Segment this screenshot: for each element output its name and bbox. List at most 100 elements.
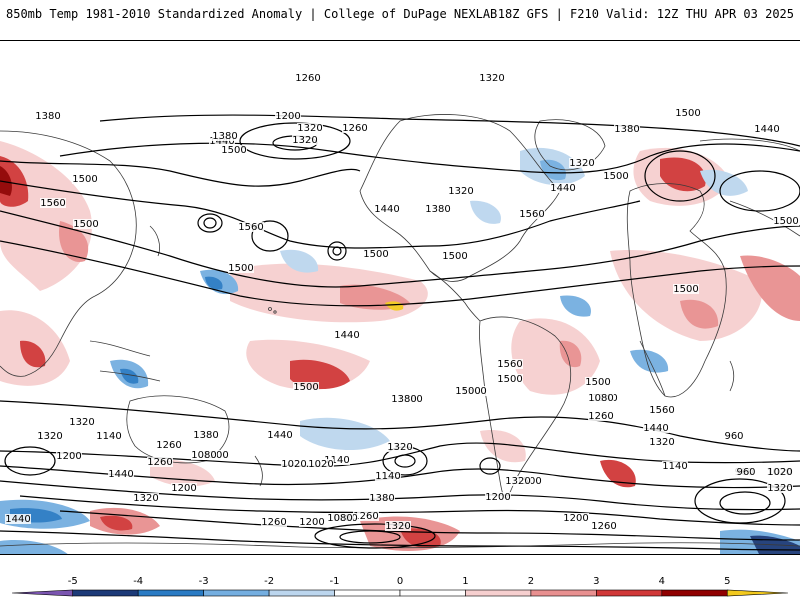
contour-label: 1440 [108, 469, 133, 480]
contour-label: 1500 [497, 374, 522, 385]
contour-label: 1200 [563, 513, 588, 524]
contour-label: 1500 [221, 145, 246, 156]
contour-label-bg [649, 437, 675, 447]
contour-label: 1440 [334, 330, 359, 341]
contour-label: 1500 [293, 382, 318, 393]
contour-label-bg [353, 511, 379, 521]
contour-label: 1140 [375, 471, 400, 482]
contour-label-bg [550, 183, 576, 193]
contour-label: 1500 [773, 216, 798, 227]
contour-label-bg [448, 186, 474, 196]
contour-label-bg [479, 73, 505, 83]
contour-label-bg [455, 386, 481, 396]
colorbar-segment [530, 589, 597, 597]
contour-label: 1440 [643, 423, 668, 434]
colorbar-segment [137, 589, 204, 597]
contour-label: 1500 [228, 263, 253, 274]
contour-label: 1440 [5, 514, 30, 525]
contour-label: 1500 [363, 249, 388, 260]
colorbar-segment [399, 589, 466, 597]
contour-label: 1260 [147, 457, 172, 468]
contour-label-bg [369, 493, 395, 503]
contour-label: 1500 [603, 171, 628, 182]
contour-label: 1320 [505, 476, 530, 487]
contour-label-bg [238, 222, 264, 232]
contour-label-bg [588, 393, 614, 403]
contour-label: 1080 [327, 513, 352, 524]
colorbar-tick-label: -5 [68, 576, 78, 587]
contour-label-bg [649, 405, 675, 415]
contour-label: 1200 [56, 451, 81, 462]
colorbar-tick-label: -2 [264, 576, 274, 587]
contour-label-bg [767, 483, 793, 493]
contour-label: 1140 [324, 455, 349, 466]
contour-label: 1500 [585, 377, 610, 388]
contour-label-bg [171, 483, 197, 493]
contour-label: 1020 [281, 459, 306, 470]
contour-label-bg [505, 476, 531, 486]
contour-label-bg [5, 514, 31, 524]
contour-label-bg [72, 174, 98, 184]
contour-label-bg [497, 374, 523, 384]
colorbar-tick-label: 1 [462, 576, 468, 587]
colorbar-segment [661, 589, 728, 597]
colorbar: -5 -4 -3 -2 -1 0 1 2 3 4 5 [11, 576, 789, 597]
contour-label-bg [754, 124, 780, 134]
coastlines [0, 114, 800, 549]
contour-label: 1020 [767, 467, 792, 478]
contour-label-bg [519, 209, 545, 219]
contour-label-bg [147, 457, 173, 467]
contour-label-bg [733, 467, 759, 477]
contour-label-bg [35, 111, 61, 121]
contour-label: 1560 [238, 222, 263, 233]
colorbar-ticks: -5 -4 -3 -2 -1 0 1 2 3 4 5 [68, 576, 731, 587]
contour-label-bg [133, 493, 159, 503]
contour-label: 1500 [72, 174, 97, 185]
contour-label-bg [295, 73, 321, 83]
contour-label: 1500 [673, 284, 698, 295]
contour-label-bg [425, 204, 451, 214]
contour-label-bg [585, 377, 611, 387]
contour-label-bg [363, 249, 389, 259]
colorbar-segment [203, 589, 270, 597]
colorbar-tick-label: -4 [133, 576, 143, 587]
contour-label: 1320 [569, 158, 594, 169]
contour-label: 1080 [191, 450, 216, 461]
contour-label-bg [56, 451, 82, 461]
contour-label: 1500 [455, 386, 480, 397]
contour-label: 1560 [497, 359, 522, 370]
contour-label: 1500 [73, 219, 98, 230]
contour-label-bg [773, 216, 799, 226]
contour-label: 1200 [171, 483, 196, 494]
contour-label-bg [603, 171, 629, 181]
contour-label: 1260 [353, 511, 378, 522]
contour-label: 1260 [588, 411, 613, 422]
colorbar-segment [465, 589, 532, 597]
contour-label-bg [69, 417, 95, 427]
colorbar-segment [726, 589, 789, 597]
contour-label: 1320 [649, 437, 674, 448]
contour-label-bg [299, 517, 325, 527]
contour-label: 1320 [297, 123, 322, 134]
contour-label: 1260 [591, 521, 616, 532]
contour-label: 1320 [69, 417, 94, 428]
contour-label: 1140 [96, 431, 121, 442]
contour-label: 1440 [374, 204, 399, 215]
contour-label-bg [327, 513, 353, 523]
contour-label-bg [391, 394, 417, 404]
contour-label-bg [40, 198, 66, 208]
contour-label: 1260 [156, 440, 181, 451]
contour-label-bg [275, 111, 301, 121]
contour-label-bg [342, 123, 368, 133]
colorbar-segment [11, 589, 74, 597]
contour-label: 1200 [485, 492, 510, 503]
contour-label: 1200 [275, 111, 300, 122]
contour-label: 1440 [550, 183, 575, 194]
colorbar-tick-label: -1 [330, 576, 340, 587]
contour-label: 1320 [448, 186, 473, 197]
contour-label: 1080 [588, 393, 613, 404]
contour-label-bg [324, 455, 350, 465]
contour-label-bg [374, 204, 400, 214]
